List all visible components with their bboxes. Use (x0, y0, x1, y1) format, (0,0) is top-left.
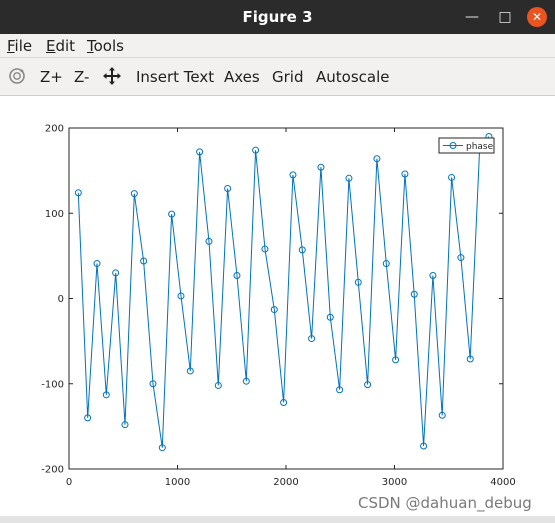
zoom-out-button[interactable]: Z- (74, 68, 90, 86)
legend: phase (438, 137, 495, 154)
menu-bar: File Edit Tools (0, 34, 555, 58)
data-point (205, 237, 213, 245)
data-point (84, 414, 92, 422)
autoscale-button[interactable]: Autoscale (316, 68, 390, 86)
data-point (448, 173, 456, 181)
grid-button[interactable]: Grid (272, 68, 304, 86)
data-point (382, 260, 390, 268)
data-point (354, 278, 362, 286)
y-tick-label: -100 (41, 379, 64, 390)
data-point (289, 171, 297, 179)
data-point (336, 386, 344, 394)
maximize-icon[interactable]: □ (498, 9, 512, 25)
axes-button[interactable]: Axes (224, 68, 260, 86)
data-point (252, 146, 260, 154)
data-point (317, 163, 325, 171)
data-point (392, 356, 400, 364)
axes-box (68, 127, 504, 470)
data-point (420, 442, 428, 450)
data-point (168, 210, 176, 218)
legend-label: phase (466, 142, 494, 152)
data-point (270, 306, 278, 314)
window-titlebar: Figure 3 — □ ✕ (0, 0, 555, 34)
zoom-in-button[interactable]: Z+ (40, 68, 63, 86)
pan-icon[interactable] (103, 67, 121, 85)
data-point (280, 399, 288, 407)
y-tick-label: -200 (41, 465, 64, 476)
x-tick-label: 4000 (490, 477, 515, 488)
x-tick-label: 3000 (382, 477, 407, 488)
rotate-icon[interactable] (8, 67, 26, 85)
series-phase (74, 133, 493, 452)
data-point (196, 148, 204, 156)
data-point (224, 185, 232, 193)
insert-text-button[interactable]: Insert Text (136, 68, 215, 86)
data-point (429, 271, 437, 279)
data-point (102, 391, 110, 399)
axis-ticks: 0 1000 2000 3000 4000 -200 -100 0 100 200 (41, 124, 515, 489)
toolbar: Z+ Z- Insert Text Axes Grid Autoscale (0, 58, 555, 96)
data-point (438, 411, 446, 419)
data-point (74, 189, 82, 197)
watermark: CSDN @dahuan_debug (358, 494, 532, 512)
axes-frame (68, 127, 504, 470)
data-point (466, 355, 474, 363)
y-tick-label: 0 (58, 294, 64, 305)
data-point (186, 367, 194, 375)
data-point (130, 190, 138, 198)
x-tick-label: 0 (66, 477, 72, 488)
x-tick-label: 1000 (165, 477, 190, 488)
data-point (149, 380, 157, 388)
data-point (457, 254, 465, 262)
close-icon[interactable]: ✕ (527, 7, 547, 27)
menu-edit[interactable]: Edit (46, 37, 76, 55)
data-point (261, 245, 269, 253)
data-point (308, 335, 316, 343)
data-point (233, 271, 241, 279)
series-line (77, 136, 490, 448)
data-point (410, 290, 418, 298)
data-point (401, 170, 409, 178)
y-tick-label: 200 (45, 124, 64, 135)
data-point (93, 260, 101, 268)
menu-file[interactable]: File (7, 37, 33, 55)
x-tick-label: 2000 (273, 477, 298, 488)
data-point (364, 381, 372, 389)
data-point (373, 155, 381, 163)
data-point (298, 246, 306, 254)
legend-marker (449, 142, 457, 149)
data-point (345, 174, 353, 182)
minimize-icon[interactable]: — (465, 9, 479, 25)
data-point (140, 257, 148, 265)
legend-box (438, 137, 495, 154)
status-bar (0, 516, 555, 523)
data-point (121, 421, 129, 429)
window-title: Figure 3 (242, 8, 313, 26)
data-point (177, 292, 185, 300)
data-point (112, 269, 120, 277)
data-point (158, 444, 166, 452)
data-point (242, 377, 250, 385)
data-point (326, 313, 334, 321)
data-point (214, 381, 222, 389)
menu-tools[interactable]: Tools (87, 37, 124, 55)
y-tick-label: 100 (45, 209, 64, 220)
plot-area[interactable]: 0 1000 2000 3000 4000 -200 -100 0 100 200 phase (0, 96, 555, 523)
